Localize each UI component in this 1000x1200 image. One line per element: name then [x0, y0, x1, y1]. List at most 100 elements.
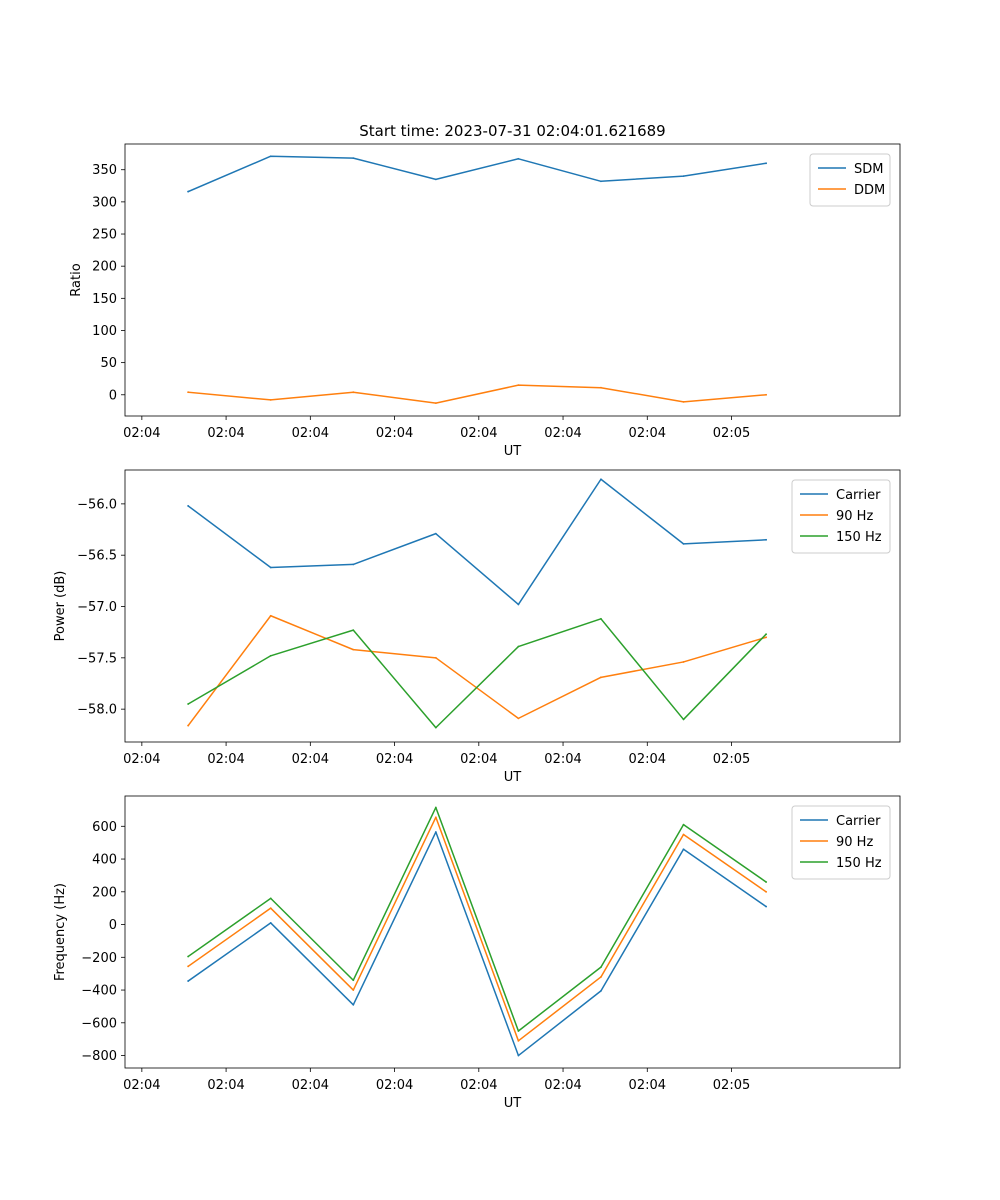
frequency-data-point [517, 1030, 520, 1032]
frequency-x-tick-label: 02:04 [460, 1078, 497, 1093]
frequency-legend: Carrier 90 Hz 150 Hz [791, 805, 891, 880]
power-x-tick-label: 02:05 [713, 752, 750, 767]
ratio-x-tick-label: 02:04 [207, 426, 244, 441]
power-series-line-150-hz [187, 618, 768, 729]
ratio-y-tick-label: 350 [92, 163, 117, 178]
frequency-data-point [187, 955, 190, 958]
frequency-data-point [600, 966, 602, 969]
frequency-data-point [352, 979, 355, 982]
ratio-y-axis-label: Ratio [69, 263, 84, 296]
frequency-data-point [434, 831, 437, 833]
frequency-data-point [269, 922, 272, 924]
ratio-data-point [269, 155, 272, 158]
ratio-data-point [352, 391, 355, 394]
frequency-data-point [765, 905, 767, 908]
frequency-data-point [434, 816, 437, 819]
power-data-point [434, 532, 437, 535]
frequency-x-tick-label: 02:04 [207, 1078, 244, 1093]
ratio-x-axis-label: UT [504, 444, 522, 459]
power-data-point [187, 703, 190, 705]
ratio-data-point [682, 400, 685, 403]
power-data-point [269, 614, 272, 617]
ratio-y-tick-label: 150 [92, 292, 117, 307]
ratio-data-point [600, 386, 602, 389]
ratio-panel: Start time: 2023-07-31 02:04:01.621689 0… [69, 122, 901, 459]
power-x-tick-label: 02:04 [376, 752, 413, 767]
power-y-tick-label: −56.0 [77, 497, 117, 512]
ratio-data-point [187, 190, 190, 193]
power-data-point [682, 543, 685, 545]
ratio-legend-label: DDM [854, 183, 885, 198]
frequency-data-point [765, 890, 767, 893]
ratio-x-tick-label: 02:04 [460, 426, 497, 441]
power-y-tick-label: −57.0 [77, 600, 117, 615]
frequency-y-tick-label: 600 [92, 820, 117, 835]
power-data-point [434, 726, 437, 729]
frequency-y-axis-label: Frequency (Hz) [53, 883, 68, 981]
frequency-legend-label: Carrier [836, 814, 881, 829]
power-data-point [765, 636, 767, 639]
ratio-data-point [434, 402, 437, 405]
frequency-panel: 02:04 02:04 02:04 02:04 02:04 02:04 02:04 02:05… [53, 795, 901, 1111]
power-x-tick-label: 02:04 [460, 752, 497, 767]
ratio-data-point [765, 162, 767, 165]
frequency-legend-label: 150 Hz [836, 856, 882, 871]
power-data-point [682, 661, 685, 663]
ratio-legend-box [809, 153, 891, 207]
ratio-series-line-sdm [187, 155, 767, 193]
frequency-x-axis-label: UT [504, 1096, 522, 1111]
power-data-point [765, 538, 767, 541]
ratio-data-point [187, 391, 190, 394]
frequency-x-tick-label: 02:04 [544, 1078, 581, 1093]
power-y-tick-label: −58.0 [77, 703, 117, 718]
frequency-legend-label: 90 Hz [836, 835, 873, 850]
power-x-axis-label: UT [504, 770, 522, 785]
frequency-x-tick-label: 02:04 [292, 1078, 329, 1093]
ratio-x-tick-label: 02:04 [629, 426, 666, 441]
frequency-legend-box [791, 805, 891, 880]
power-legend-label: Carrier [836, 488, 881, 503]
ratio-data-point [682, 175, 685, 178]
ratio-x-tick-label: 02:05 [713, 426, 750, 441]
ratio-data-point [434, 178, 437, 181]
frequency-data-point [682, 823, 685, 826]
power-data-point [517, 717, 520, 720]
frequency-series-line-90-hz [187, 816, 768, 1042]
frequency-y-tick-label: −400 [81, 984, 117, 999]
ratio-axes-frame [124, 143, 901, 417]
frequency-y-tick-label: −800 [81, 1049, 117, 1064]
frequency-data-point [352, 989, 355, 991]
ratio-y-tick-label: 250 [92, 228, 117, 243]
ratio-y-tick-label: 300 [92, 195, 117, 210]
ratio-x-tick-label: 02:04 [292, 426, 329, 441]
frequency-data-point [434, 806, 437, 809]
power-x-tick-label: 02:04 [207, 752, 244, 767]
frequency-data-point [682, 848, 685, 851]
power-data-point [600, 676, 602, 679]
ratio-y-tick-label: 100 [92, 324, 117, 339]
frequency-axes-frame [124, 795, 901, 1069]
frequency-data-point [682, 833, 685, 836]
power-legend-box [791, 479, 891, 554]
power-data-point [682, 718, 685, 721]
ratio-x-tick-label: 02:04 [376, 426, 413, 441]
power-legend-label: 90 Hz [836, 509, 873, 524]
frequency-x-tick-label: 02:05 [713, 1078, 750, 1093]
ratio-y-tick-label: 50 [100, 356, 117, 371]
frequency-data-point [269, 907, 272, 910]
frequency-data-point [600, 976, 602, 978]
power-data-point [187, 724, 190, 727]
frequency-y-tick-label: 400 [92, 853, 117, 868]
ratio-data-point [517, 157, 520, 160]
frequency-x-tick-label: 02:04 [376, 1078, 413, 1093]
frequency-data-point [765, 881, 767, 883]
power-data-point [269, 566, 272, 569]
power-data-point [269, 654, 272, 657]
power-y-axis-label: Power (dB) [53, 571, 68, 642]
power-data-point [352, 629, 355, 632]
frequency-x-tick-label: 02:04 [123, 1078, 160, 1093]
power-data-point [352, 563, 355, 566]
power-data-point [765, 633, 767, 636]
frequency-data-point [187, 965, 190, 968]
